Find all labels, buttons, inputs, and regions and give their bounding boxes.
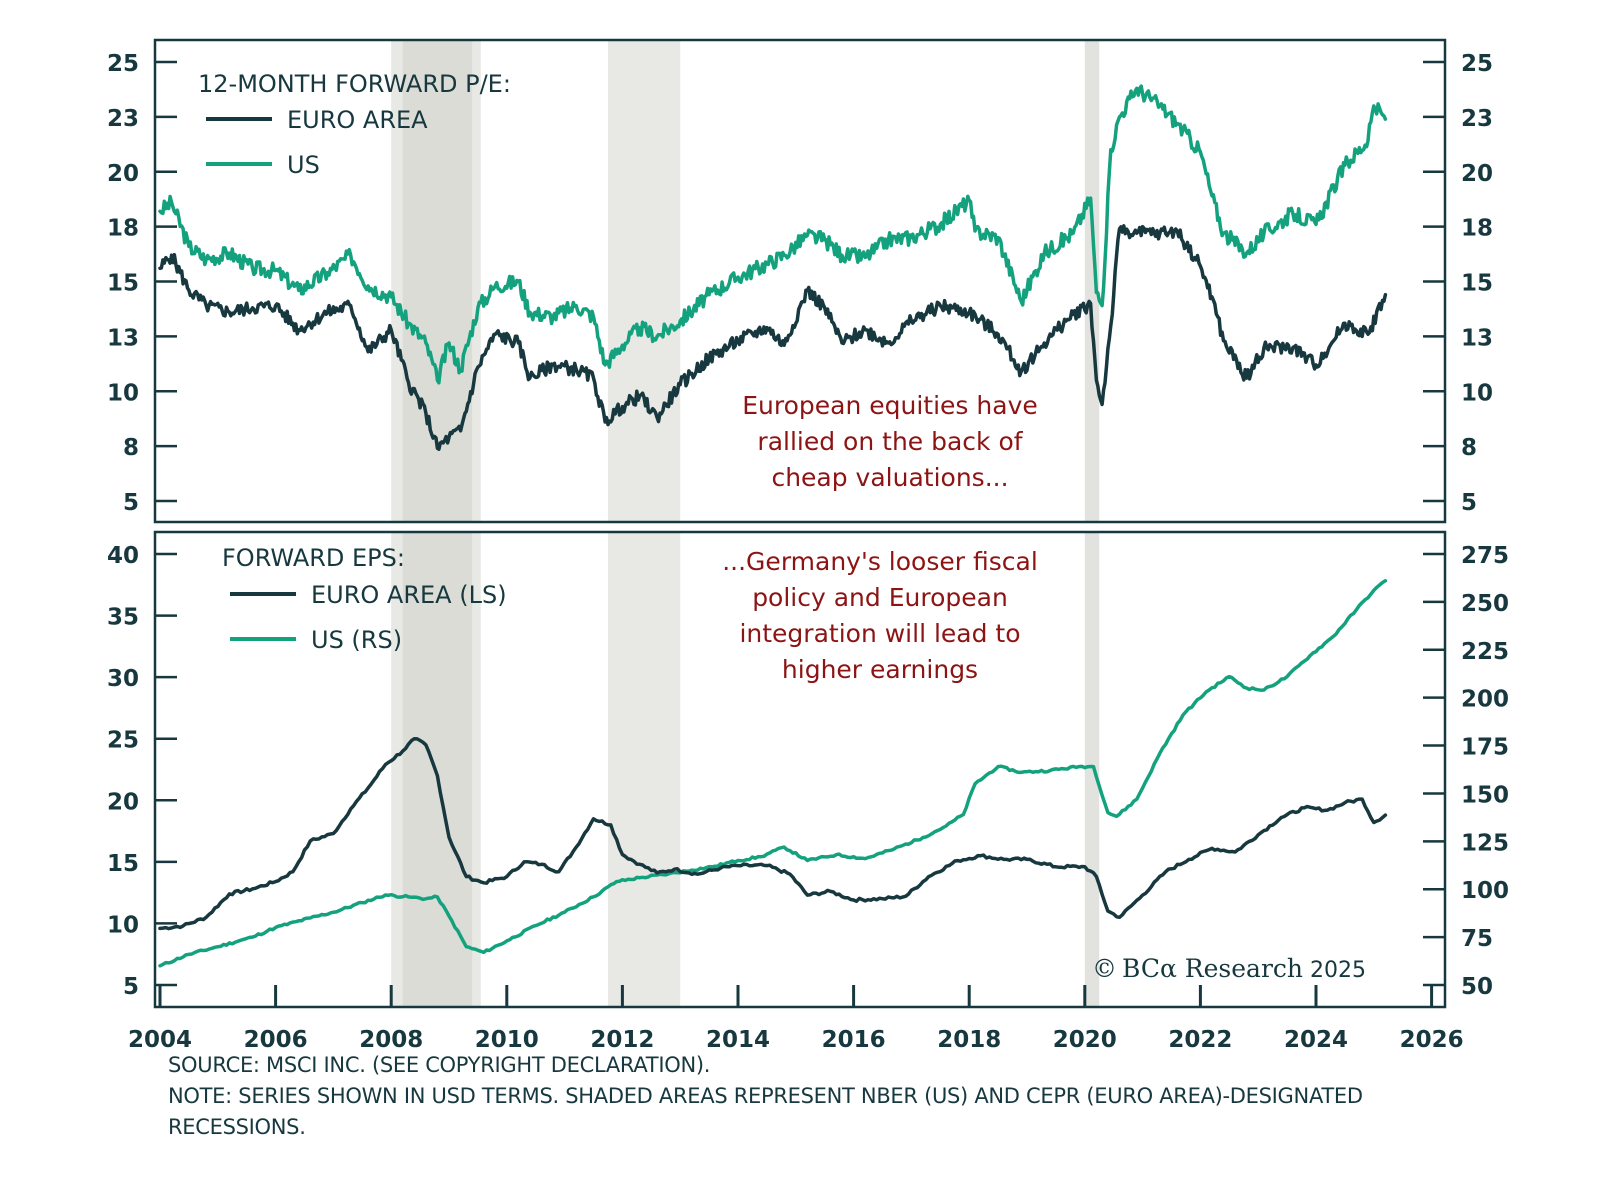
top-right-tick-label: 8 (1461, 435, 1477, 461)
top-legend-title: 12-MONTH FORWARD P/E: (198, 70, 511, 98)
footer: SOURCE: MSCI INC. (SEE COPYRIGHT DECLARA… (168, 1050, 1468, 1143)
x-tick-label: 2024 (1284, 1027, 1348, 1053)
bottom-right-tick-label: 75 (1461, 926, 1493, 952)
annotation-bottom-line-3: integration will lead to (739, 619, 1020, 648)
x-tick-label: 2026 (1400, 1027, 1464, 1053)
x-tick-label: 2014 (706, 1027, 770, 1053)
bottom-right-tick-label: 125 (1461, 830, 1509, 856)
annotation-top-line-2: rallied on the back of (757, 427, 1023, 456)
bottom-left-tick-label: 30 (107, 666, 139, 692)
annotation-bottom: ...Germany's looser fiscal policy and Eu… (722, 547, 1038, 684)
bottom-right-tick-label: 50 (1461, 974, 1493, 1000)
x-tick-label: 2020 (1053, 1027, 1117, 1053)
bottom-left-tick-label: 20 (107, 789, 139, 815)
top-left-tick-label: 10 (107, 380, 139, 406)
x-tick-label: 2018 (937, 1027, 1001, 1053)
bottom-right-tick-label: 250 (1461, 591, 1509, 617)
bottom-right-tick-label: 225 (1461, 639, 1509, 665)
top-left-tick-label: 25 (107, 51, 139, 77)
top-left-tick-label: 13 (107, 325, 139, 351)
top-left-tick-label: 23 (107, 106, 139, 132)
bottom-left-tick-label: 25 (107, 728, 139, 754)
x-tick-label: 2022 (1168, 1027, 1232, 1053)
x-tick-label: 2006 (244, 1027, 308, 1053)
top-right-tick-label: 18 (1461, 216, 1493, 242)
recession-bands (391, 40, 1100, 1007)
top-right-tick-label: 20 (1461, 161, 1493, 187)
top-left-tick-label: 15 (107, 271, 139, 297)
series-lines (158, 84, 1388, 968)
copyright-symbol: © (1092, 954, 1117, 983)
recession-2020-bottom (1084, 532, 1100, 1007)
bottom-left-tick-label: 10 (107, 912, 139, 938)
footer-source: SOURCE: MSCI INC. (SEE COPYRIGHT DECLARA… (168, 1053, 711, 1077)
footer-note: NOTE: SERIES SHOWN IN USD TERMS. SHADED … (168, 1084, 1363, 1139)
annotation-top: European equities have rallied on the ba… (742, 391, 1038, 492)
bottom-right-tick-label: 275 (1461, 543, 1509, 569)
copyright-year: 2025 (1310, 958, 1366, 983)
bottom-right-tick-label: 175 (1461, 735, 1509, 761)
legend-label-euro-area: EURO AREA (287, 106, 428, 134)
annotation-bottom-line-4: higher earnings (782, 655, 978, 684)
bottom-legend-title: FORWARD EPS: (222, 544, 405, 572)
annotation-bottom-line-2: policy and European (752, 583, 1008, 612)
top-right-tick-label: 13 (1461, 325, 1493, 351)
annotation-bottom-line-1: ...Germany's looser fiscal (722, 547, 1038, 576)
copyright-brand: BCα Research (1122, 954, 1303, 983)
recession-2011-2013-top (607, 40, 681, 522)
bottom-right-tick-label: 100 (1461, 878, 1509, 904)
top-left-tick-label: 5 (123, 490, 139, 516)
top-right-tick-label: 15 (1461, 271, 1493, 297)
series-line-us-eps (158, 579, 1388, 968)
top-right-tick-label: 5 (1461, 490, 1477, 516)
top-right-tick-label: 23 (1461, 106, 1493, 132)
bottom-panel-frame (153, 530, 1447, 1009)
legend-label-us: US (287, 151, 320, 179)
bottom-left-tick-label: 40 (107, 543, 139, 569)
annotation-top-line-1: European equities have (742, 391, 1038, 420)
bottom-legend: FORWARD EPS: EURO AREA (LS) US (RS) (222, 544, 507, 654)
top-legend: 12-MONTH FORWARD P/E: EURO AREA US (198, 70, 511, 179)
x-tick-label: 2016 (822, 1027, 886, 1053)
recession-2011-2013-bottom (607, 532, 681, 1007)
copyright: © BCα Research 2025 (1092, 954, 1366, 983)
x-tick-label: 2010 (475, 1027, 539, 1053)
panel-frames (153, 38, 1447, 1009)
bottom-left-tick-label: 35 (107, 605, 139, 631)
top-left-tick-label: 20 (107, 161, 139, 187)
legend-label-euro-area-ls: EURO AREA (LS) (311, 581, 507, 609)
recession-2020-top (1084, 40, 1100, 522)
bottom-right-tick-label: 150 (1461, 782, 1509, 808)
x-tick-label: 2008 (359, 1027, 423, 1053)
annotation-top-line-3: cheap valuations... (771, 463, 1008, 492)
series-line-us-pe (158, 84, 1388, 385)
top-left-tick-label: 18 (107, 216, 139, 242)
series-line-euro-area-eps (158, 736, 1388, 931)
bottom-left-tick-label: 5 (123, 974, 139, 1000)
bottom-right-tick-label: 200 (1461, 687, 1509, 713)
top-right-tick-label: 25 (1461, 51, 1493, 77)
top-left-tick-label: 8 (123, 435, 139, 461)
bottom-left-tick-label: 15 (107, 851, 139, 877)
x-tick-label: 2012 (590, 1027, 654, 1053)
top-right-tick-label: 10 (1461, 380, 1493, 406)
series-line-euro-area-pe (158, 224, 1388, 451)
legend-label-us-rs: US (RS) (311, 626, 402, 654)
x-tick-label: 2004 (128, 1027, 192, 1053)
recession-2008-2009-overlap-bottom (402, 532, 473, 1007)
